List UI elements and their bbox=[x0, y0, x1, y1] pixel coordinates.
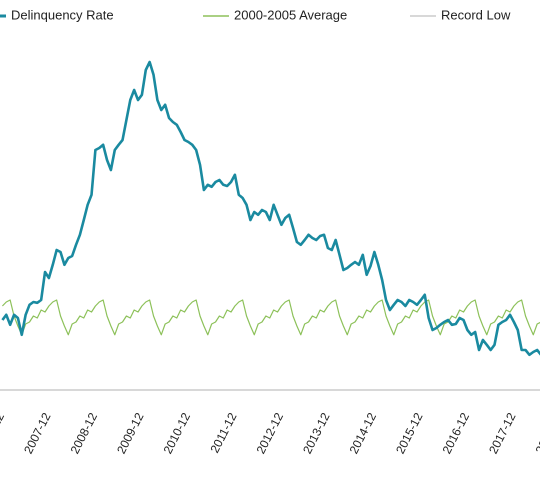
x-tick-label: 2007-12 bbox=[21, 410, 54, 456]
x-tick-label: 2012-12 bbox=[254, 410, 287, 456]
x-tick-label: 2010-12 bbox=[161, 410, 194, 456]
x-tick-label: 2016-12 bbox=[440, 410, 473, 456]
legend-label: Record Low bbox=[441, 7, 511, 22]
x-tick-label: 2014-12 bbox=[347, 410, 380, 456]
legend-label: Delinquency Rate bbox=[11, 7, 114, 22]
x-tick-label: 2018-12 bbox=[533, 410, 540, 456]
x-tick-label: 2009-12 bbox=[114, 410, 147, 456]
legend-label: 2000-2005 Average bbox=[234, 7, 347, 22]
x-tick-label: 2006-12 bbox=[0, 410, 7, 456]
x-tick-label: 2015-12 bbox=[393, 410, 426, 456]
x-tick-label: 2008-12 bbox=[68, 410, 101, 456]
x-tick-label: 2013-12 bbox=[300, 410, 333, 456]
series-line bbox=[1, 299, 540, 336]
x-tick-label: 2017-12 bbox=[486, 410, 519, 456]
series-line bbox=[1, 60, 540, 357]
x-tick-label: 2011-12 bbox=[207, 410, 239, 455]
